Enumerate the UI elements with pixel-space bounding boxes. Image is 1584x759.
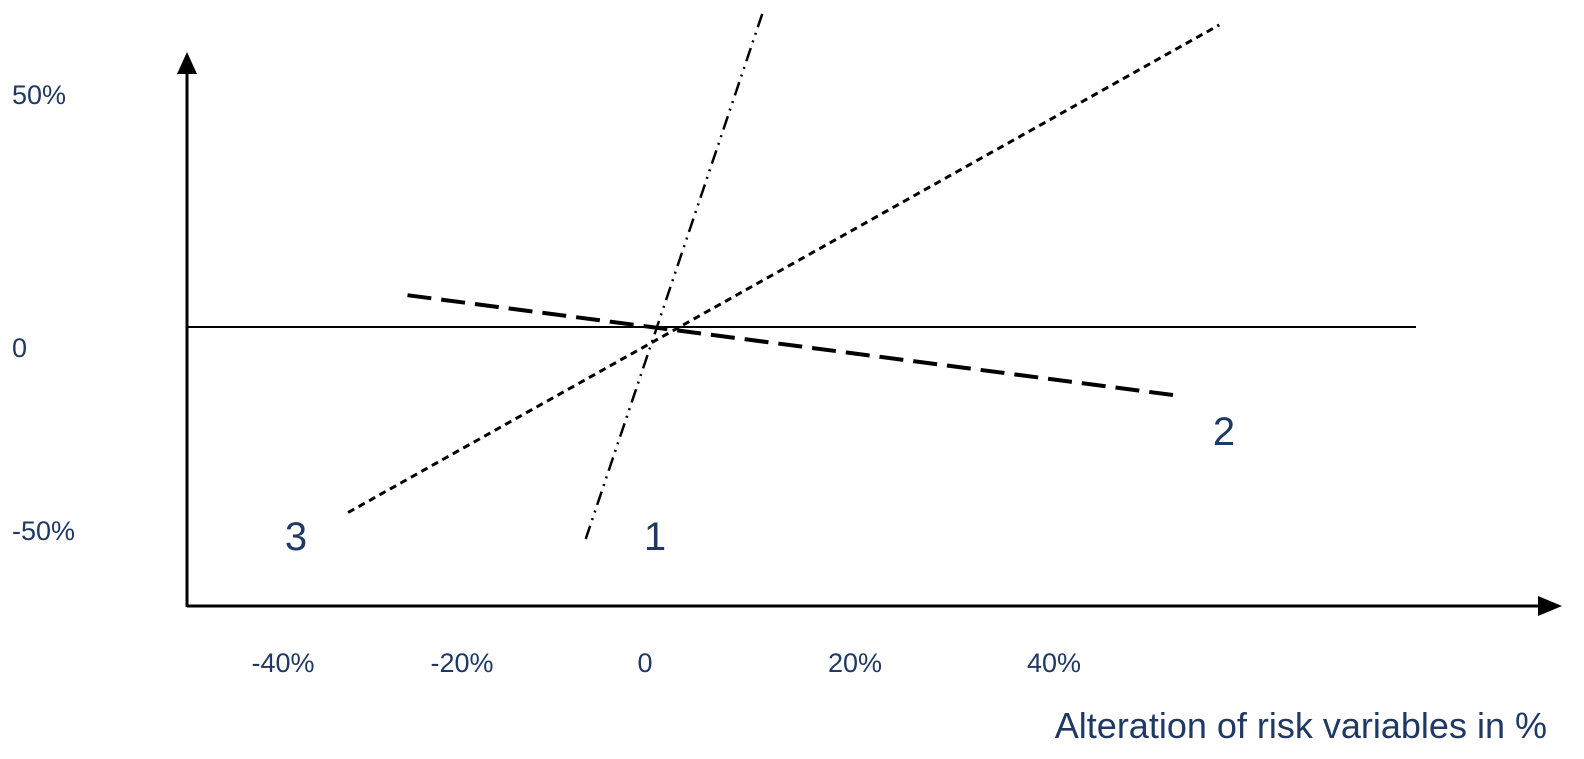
tick-labels: -40% -20% 0 20% 40% 50% 0 -50% <box>12 80 1081 678</box>
x-tick-label: 0 <box>637 648 652 678</box>
y-axis-arrow <box>177 52 197 74</box>
x-tick-label: -40% <box>251 648 314 678</box>
series-layer <box>347 8 1221 540</box>
y-tick-label: 50% <box>12 80 66 110</box>
x-tick-label: -20% <box>430 648 493 678</box>
x-axis-arrow <box>1538 596 1562 616</box>
series-line-1 <box>584 8 766 540</box>
x-tick-label: 40% <box>1027 648 1081 678</box>
series-labels: 1 2 3 <box>285 410 1235 559</box>
x-axis-title: Alteration of risk variables in % <box>1055 705 1547 746</box>
x-tick-label: 20% <box>828 648 882 678</box>
y-tick-label: -50% <box>12 516 75 546</box>
series-line-2 <box>407 293 1180 398</box>
y-tick-label: 0 <box>12 333 27 363</box>
axes <box>177 52 1562 616</box>
series-label-2: 2 <box>1213 410 1235 454</box>
series-label-1: 1 <box>644 515 666 559</box>
series-label-3: 3 <box>285 515 307 559</box>
series-line-3 <box>347 23 1221 514</box>
